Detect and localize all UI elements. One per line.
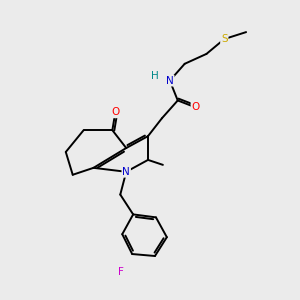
- Text: N: N: [122, 167, 130, 177]
- Text: H: H: [151, 71, 159, 81]
- Text: N: N: [166, 76, 174, 85]
- Text: O: O: [191, 102, 200, 112]
- Text: F: F: [118, 267, 124, 277]
- Text: S: S: [221, 34, 228, 44]
- Text: O: O: [111, 107, 119, 117]
